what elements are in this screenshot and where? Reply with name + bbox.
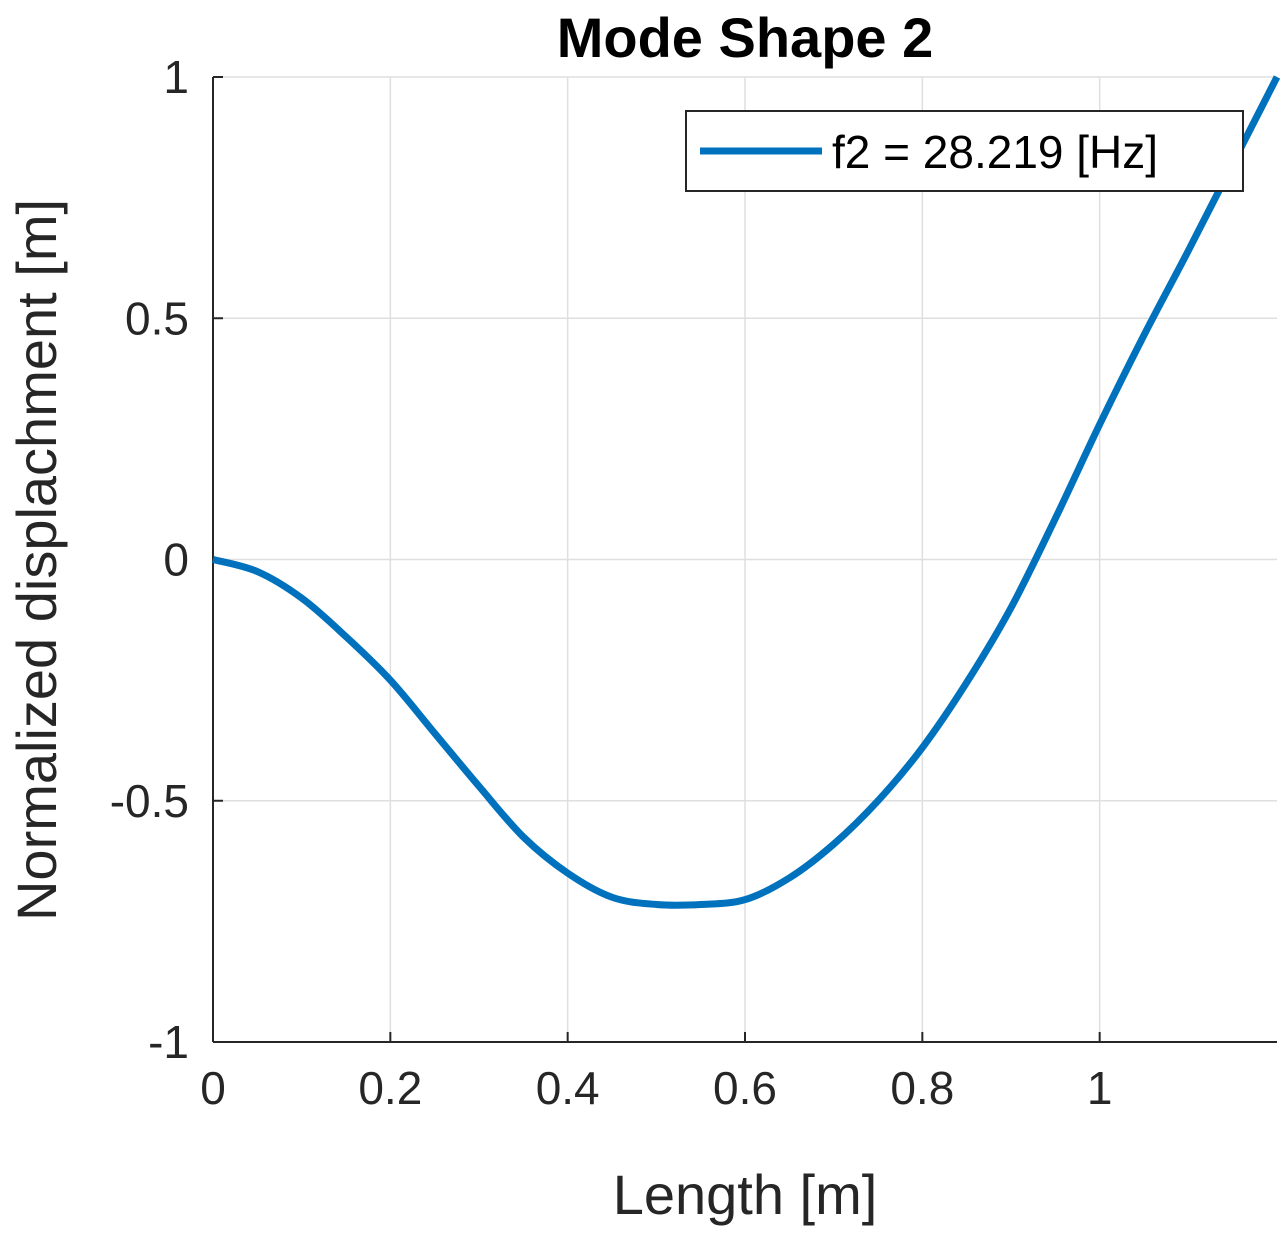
- x-axis-title: Length [m]: [613, 1163, 878, 1226]
- series-lines: [212, 75, 1281, 909]
- y-tick-label: 0.5: [125, 292, 189, 344]
- y-tick-label: -1: [148, 1016, 189, 1068]
- x-tick-label: 0: [200, 1062, 226, 1114]
- y-tick-label: -0.5: [110, 775, 189, 827]
- y-tick-label: 1: [163, 51, 189, 103]
- x-tick-label: 0.4: [536, 1062, 600, 1114]
- grid-lines: [212, 76, 1277, 1043]
- legend[interactable]: f2 = 28.219 [Hz]: [685, 110, 1244, 192]
- x-tick-label: 1: [1087, 1062, 1113, 1114]
- x-tick-label: 0.6: [713, 1062, 777, 1114]
- tick-labels: 0 0.2 0.4 0.6 0.8 1 -1 -0.5 0 0.5 1: [110, 51, 1113, 1114]
- x-tick-label: 0.8: [890, 1062, 954, 1114]
- chart-title: Mode Shape 2: [557, 6, 934, 69]
- x-tick-label: 0.2: [358, 1062, 422, 1114]
- y-axis-title: Normalized displachment [m]: [5, 199, 68, 921]
- series-line: [212, 75, 1281, 909]
- legend-label: f2 = 28.219 [Hz]: [832, 126, 1158, 178]
- y-tick-label: 0: [163, 534, 189, 586]
